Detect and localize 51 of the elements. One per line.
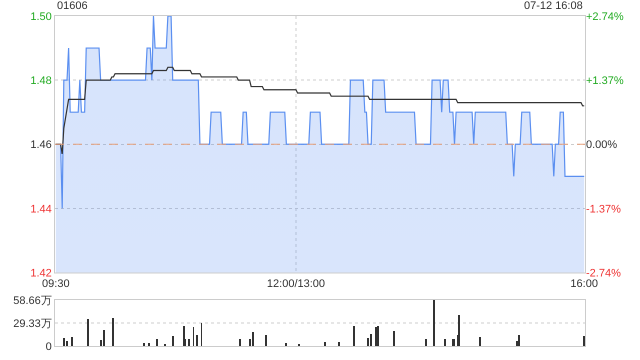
y2-tick-label: 0.00% [586, 139, 618, 152]
bar [338, 342, 340, 346]
y-tick-label: 0 [46, 340, 52, 353]
bar [479, 336, 481, 346]
bar [143, 342, 145, 346]
bar [265, 334, 267, 346]
text: 07-12 16:08 [524, 0, 583, 12]
x-tick-label: 09:30 [42, 278, 70, 290]
bar [103, 330, 105, 346]
y2-tick-label: +1.37% [586, 74, 624, 87]
bar [393, 330, 395, 346]
y-tick-label: 1.42 [30, 267, 52, 280]
bar [458, 314, 460, 346]
bar [112, 318, 114, 346]
bar [183, 326, 185, 346]
y2-tick-label: -1.37% [586, 203, 622, 216]
chart-title: 01606 [57, 0, 88, 12]
bar [324, 342, 326, 346]
bar [148, 342, 150, 346]
bar [370, 334, 372, 346]
x-tick-label: 12:00/13:00 [266, 278, 326, 290]
bar [433, 300, 435, 346]
bar [353, 326, 355, 346]
bar [156, 338, 158, 346]
y-tick-label: 29.33万 [13, 318, 52, 330]
bar [87, 318, 89, 346]
bar [172, 336, 174, 346]
bar [367, 338, 369, 346]
line-series [55, 66, 585, 154]
bar [63, 338, 65, 346]
bar [239, 338, 241, 346]
bar [518, 334, 520, 346]
bar [377, 326, 379, 346]
bar [252, 332, 254, 346]
y2-tick-label: +2.74% [586, 10, 624, 23]
y-tick-label: 1.48 [30, 74, 52, 87]
bar [66, 340, 68, 346]
y-tick-label: 1.50 [30, 10, 52, 23]
bar [196, 334, 198, 346]
bar [71, 336, 73, 346]
x-tick-label: 16:00 [570, 278, 598, 290]
y-tick-label: 1.46 [30, 139, 52, 152]
bar [444, 338, 446, 346]
bar [285, 342, 287, 346]
bar [375, 326, 377, 346]
y2-tick-label: -2.74% [586, 267, 622, 280]
bar [425, 338, 427, 346]
bar [583, 336, 585, 346]
y-tick-label: 1.44 [30, 203, 52, 216]
bar [188, 338, 190, 346]
y-tick-label: 58.66万 [13, 294, 52, 307]
